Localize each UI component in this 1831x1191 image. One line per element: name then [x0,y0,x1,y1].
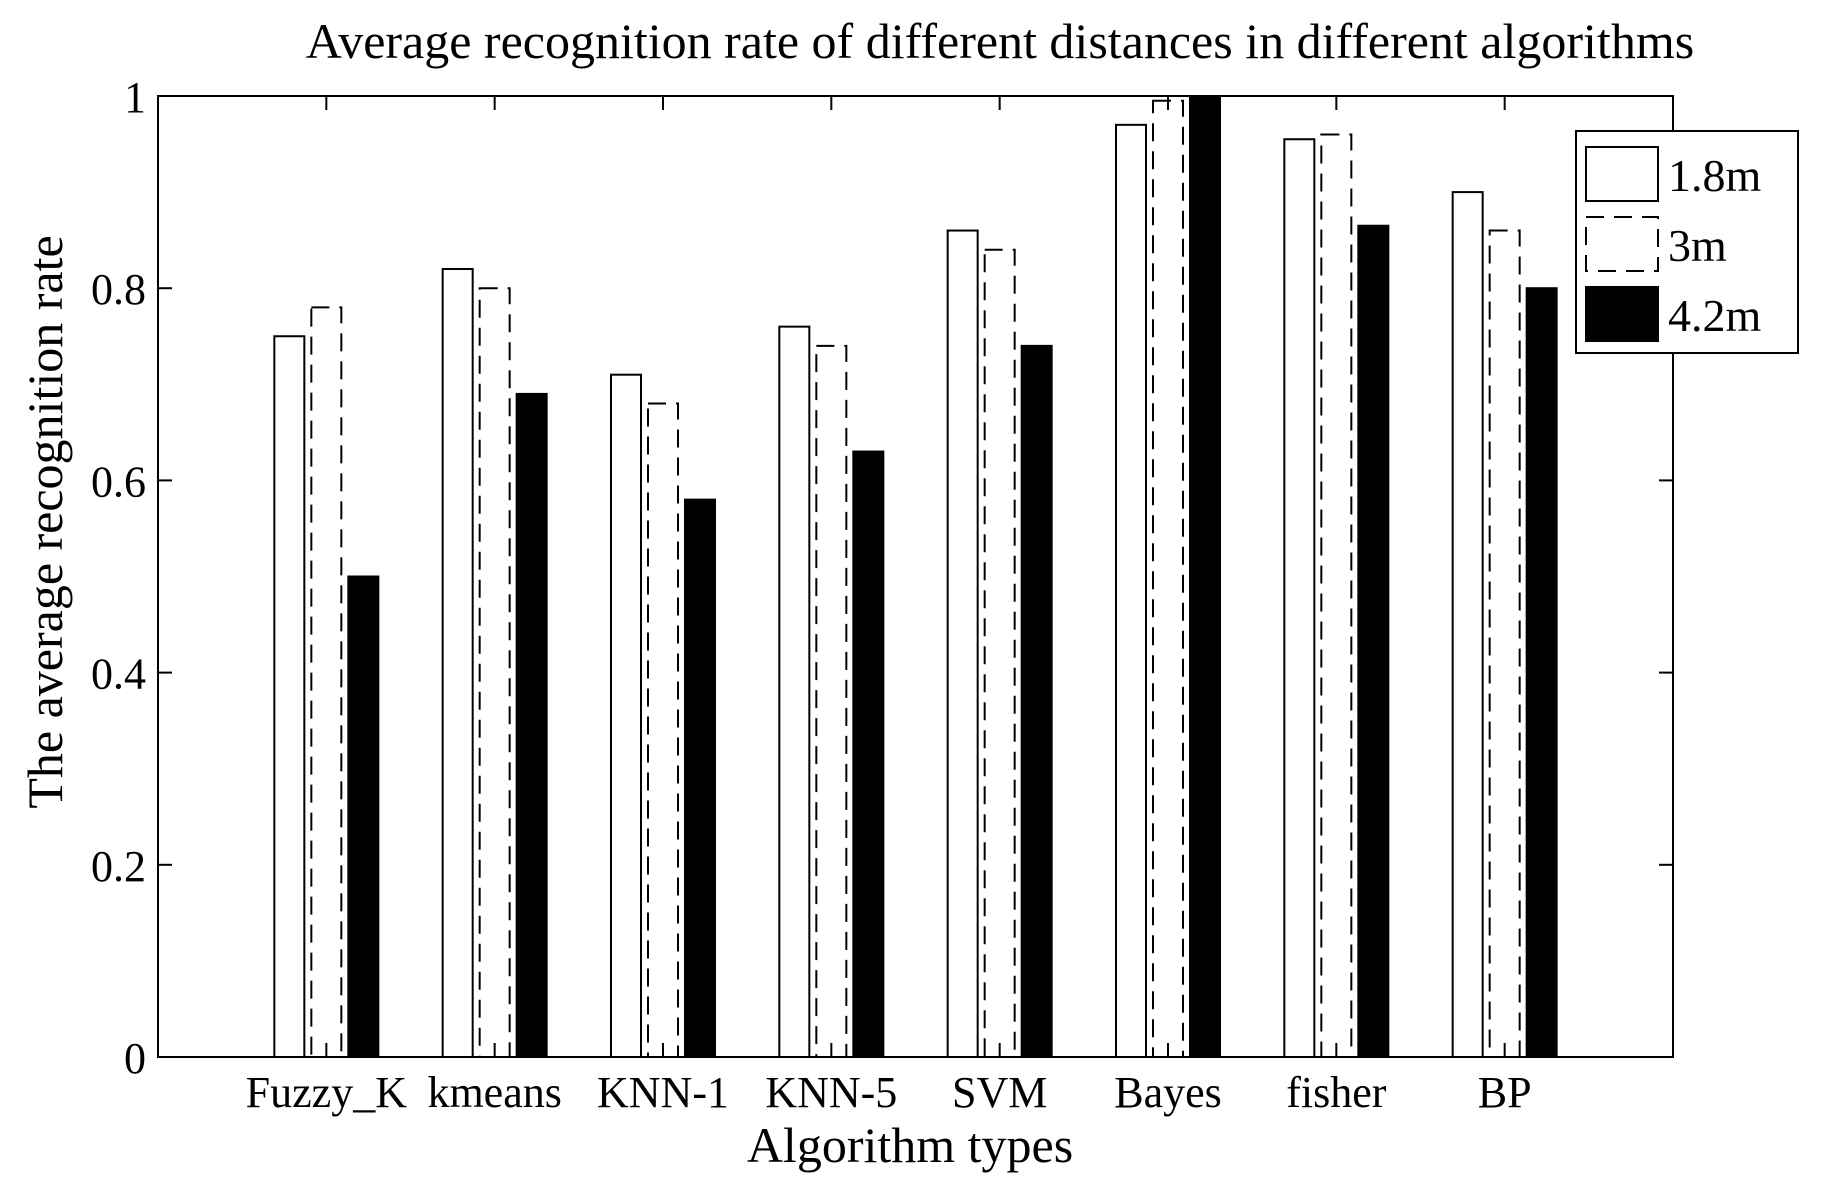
legend-label: 1.8m [1668,150,1762,201]
y-tick-label: 0 [124,1034,146,1083]
axes-frame [157,95,1674,1058]
x-tick-label: BP [1478,1068,1532,1117]
bar-1_8m-bayes [1115,123,1147,1058]
bar-4_2m-bp [1525,287,1558,1058]
bar-1_8m-bp [1451,191,1484,1059]
bar-4_2m-fuzzy-k [347,575,380,1058]
bar-3m-fuzzy-k [310,306,343,1059]
bar-1_8m-svm [946,229,979,1059]
bar-3m-bayes [1152,99,1184,1059]
bar-1_8m-fuzzy-k [273,335,306,1058]
bar-4_2m-knn-5 [852,450,885,1058]
legend-swatch [1585,286,1659,342]
y-tick-label: 0.4 [91,650,146,699]
bar-3m-bp [1488,229,1521,1059]
y-axis-label: The average recognition rate [17,235,73,808]
bar-3m-knn-1 [647,402,679,1058]
bar-1_8m-kmeans [441,267,474,1059]
bar-1_8m-knn-5 [778,325,811,1058]
bar-1_8m-fisher [1283,138,1316,1058]
x-tick-label: KNN-1 [597,1068,729,1117]
x-tick-label: Bayes [1114,1068,1222,1117]
bar-4_2m-svm [1020,344,1053,1058]
bar-3m-knn-5 [815,344,848,1058]
plot-area: 0 0.2 0.4 0.6 0.8 1 Fuzzy_K kmeans KNN-1 KNN-5 SVM… [91,73,1674,1117]
y-tick-label: 0.6 [91,457,146,506]
x-tick-label: Fuzzy_K [246,1068,408,1117]
bar-3m-svm [983,248,1016,1058]
legend-label: 4.2m [1668,290,1762,341]
x-tick-label: SVM [952,1068,1047,1117]
legend-label: 3m [1668,220,1727,271]
bar-4_2m-bayes [1189,95,1221,1058]
x-axis-label: Algorithm types [747,1117,1073,1173]
legend: 1.8m 3m 4.2m [1575,130,1799,354]
x-tick-label: fisher [1286,1068,1387,1117]
legend-swatch [1585,146,1659,202]
bar-3m-kmeans [478,287,511,1058]
bar-3m-fisher [1320,133,1353,1058]
bar-1_8m-knn-1 [610,373,642,1058]
x-tick-label: kmeans [427,1068,561,1117]
chart-title: Average recognition rate of different di… [306,13,1694,69]
bar-4_2m-knn-1 [684,498,716,1058]
y-tick-label: 1 [124,73,146,122]
y-tick-label: 0.8 [91,265,146,314]
x-tick-label: KNN-5 [765,1068,897,1117]
bar-4_2m-fisher [1357,224,1390,1059]
bar-4_2m-kmeans [515,392,548,1059]
y-tick-label: 0.2 [91,842,146,891]
legend-swatch [1585,216,1659,272]
